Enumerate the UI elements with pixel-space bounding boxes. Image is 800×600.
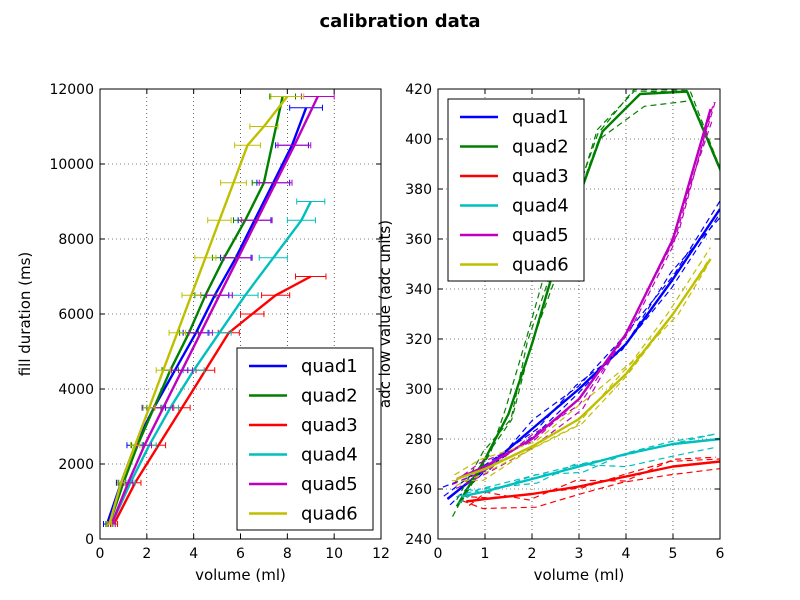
x-tick-label: 0 — [434, 546, 443, 562]
right-plot-panel: 0 1 2 3 4 5 6 240 260 280 300 320 340 360 380 400 420 vol… — [376, 82, 725, 584]
x-tick-label: 3 — [575, 546, 584, 562]
x-tick-label: 10 — [325, 546, 343, 562]
x-tick-label: 1 — [481, 546, 490, 562]
x-tick-label: 4 — [189, 546, 198, 562]
x-tick-label: 6 — [716, 546, 725, 562]
x-tick-label: 6 — [236, 546, 245, 562]
y-axis-label: fill duration (ms) — [16, 252, 34, 377]
y-axis-label: adc low value (adc units) — [376, 220, 394, 408]
legend: quad1 quad2 quad3 quad4 quad5 quad6 — [447, 98, 585, 282]
legend-label-quad4: quad4 — [301, 445, 358, 466]
legend-label-quad6: quad6 — [512, 255, 569, 276]
y-tick-label: 420 — [405, 82, 432, 98]
legend-label-quad1: quad1 — [512, 107, 569, 128]
x-tick-label: 8 — [283, 546, 292, 562]
y-tick-label: 4000 — [58, 382, 94, 398]
y-tick-label: 2000 — [58, 457, 94, 473]
y-tick-label: 8000 — [58, 232, 94, 248]
y-tick-label: 260 — [405, 482, 432, 498]
legend: quad1 quad2 quad3 quad4 quad5 quad6 — [236, 347, 374, 531]
legend-box — [236, 347, 374, 531]
y-tick-label: 400 — [405, 132, 432, 148]
y-tick-label: 12000 — [49, 82, 94, 98]
quad4-series-line — [461, 437, 720, 498]
y-tick-label: 240 — [405, 532, 432, 548]
quad3-replicate-line — [461, 458, 720, 499]
quad3-series-line — [112, 275, 312, 525]
legend-box — [447, 98, 585, 282]
legend-label-quad2: quad2 — [512, 137, 569, 158]
x-tick-label: 2 — [528, 546, 537, 562]
y-tick-label: 280 — [405, 432, 432, 448]
quad2-replicate-line — [460, 89, 718, 504]
quad5-series-line — [456, 108, 712, 481]
x-axis-label: volume (ml) — [195, 566, 286, 584]
quad6-replicate-line — [451, 263, 709, 482]
quad4-replicate-line — [466, 433, 718, 495]
x-axis-label: volume (ml) — [534, 566, 625, 584]
y-tick-label: 6000 — [58, 307, 94, 323]
legend-label-quad5: quad5 — [301, 474, 358, 495]
y-tick-label: 300 — [405, 382, 432, 398]
series-group — [103, 93, 335, 527]
legend-label-quad5: quad5 — [512, 225, 569, 246]
legend-label-quad2: quad2 — [301, 386, 358, 407]
quad3-replicate-line — [461, 468, 720, 510]
legend-label-quad1: quad1 — [301, 356, 358, 377]
y-tick-label: 360 — [405, 232, 432, 248]
y-tick-label: 340 — [405, 282, 432, 298]
x-tick-label: 5 — [669, 546, 678, 562]
y-tick-label: 320 — [405, 332, 432, 348]
legend-label-quad3: quad3 — [301, 415, 358, 436]
x-tick-label: 12 — [372, 546, 390, 562]
quad6-series-line — [108, 95, 289, 525]
x-tick-label: 4 — [622, 546, 631, 562]
quad5-series-line — [110, 95, 319, 525]
left-plot-panel: 0 2 4 6 8 10 12 0 2000 4000 6000 8000 10000 12000 volu… — [16, 82, 390, 584]
legend-label-quad4: quad4 — [512, 196, 569, 217]
y-tick-label: 380 — [405, 182, 432, 198]
quad3-series-line — [466, 460, 720, 503]
y-tick-label: 0 — [85, 532, 94, 548]
legend-label-quad6: quad6 — [301, 504, 358, 525]
y-tick-label: 10000 — [49, 157, 94, 173]
quad6-replicate-line — [454, 247, 711, 476]
x-tick-label: 0 — [96, 546, 105, 562]
legend-label-quad3: quad3 — [512, 166, 569, 187]
quad4-series-line — [110, 200, 312, 525]
quad6-series-line — [456, 258, 712, 481]
figure-title: calibration data — [319, 11, 480, 32]
x-tick-label: 2 — [142, 546, 151, 562]
